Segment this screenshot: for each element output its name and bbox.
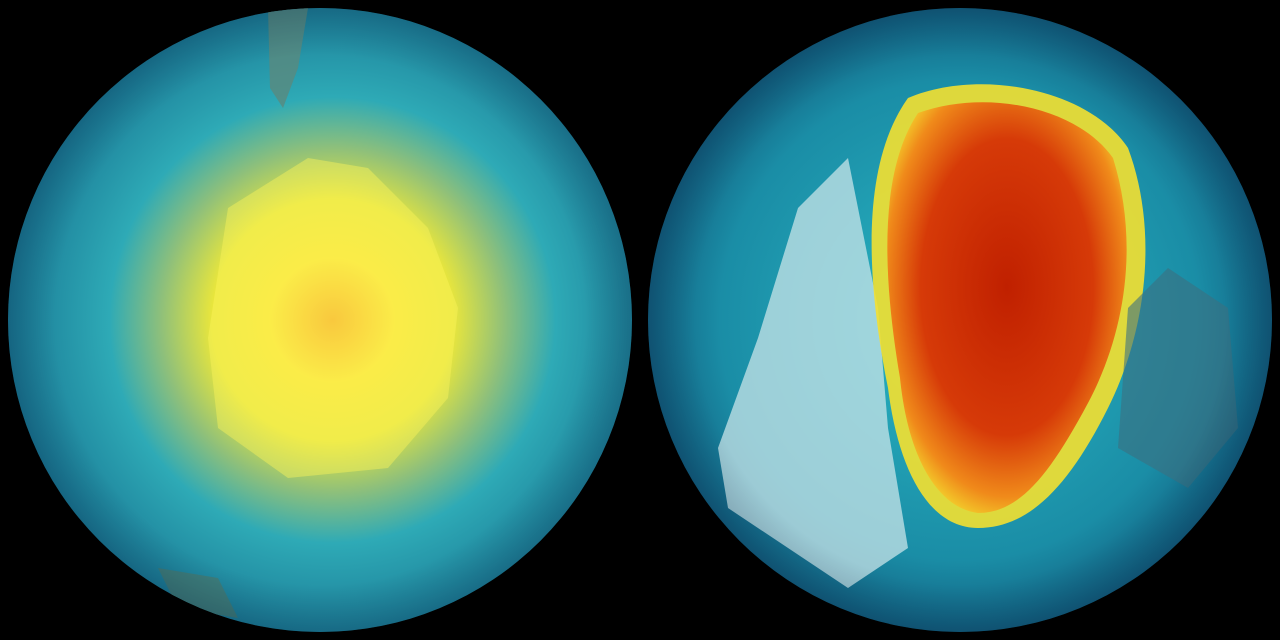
globe-limb-shading [648, 8, 1272, 632]
globe-limb-shading [8, 8, 632, 632]
right-globe-ozone-map [648, 8, 1272, 632]
left-globe-ozone-map [8, 8, 632, 632]
